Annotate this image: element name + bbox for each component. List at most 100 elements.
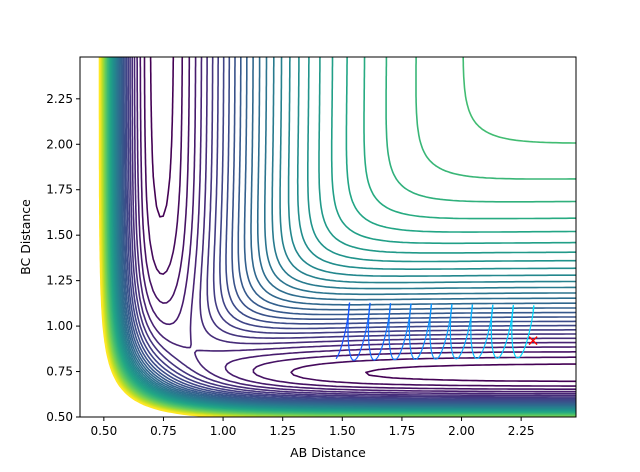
trajectory-segment xyxy=(512,315,513,318)
trajectory-segment xyxy=(450,318,451,322)
trajectory-segment xyxy=(411,349,412,352)
trajectory-segment xyxy=(388,318,389,322)
trajectory-segment xyxy=(492,345,493,348)
trajectory-segment xyxy=(530,325,531,329)
trajectory-segment xyxy=(452,348,453,351)
y-axis-label: BC Distance xyxy=(18,199,33,275)
trajectory-segment xyxy=(447,329,448,333)
trajectory-segment xyxy=(489,325,490,329)
trajectory-segment xyxy=(368,318,369,322)
trajectory-segment xyxy=(366,325,367,329)
trajectory-segment xyxy=(412,356,413,358)
trajectory-segment xyxy=(499,356,500,357)
trajectory-segment xyxy=(491,318,492,322)
trajectory-segment xyxy=(453,354,454,356)
trajectory-segment xyxy=(414,359,415,360)
trajectory-segment xyxy=(416,359,417,360)
trajectory-segment xyxy=(473,354,474,356)
trajectory-segment xyxy=(411,352,412,355)
trajectory-segment xyxy=(511,318,512,321)
trajectory-segment xyxy=(387,325,388,329)
trajectory-segment xyxy=(371,357,372,359)
trajectory-segment xyxy=(389,314,390,317)
trajectory-segment xyxy=(350,355,351,357)
x-tick-label: 1.75 xyxy=(389,424,416,438)
trajectory-segment xyxy=(454,357,455,358)
trajectory-segment xyxy=(491,315,492,318)
x-tick-label: 1.00 xyxy=(210,424,237,438)
trajectory-segment xyxy=(370,352,371,355)
trajectory-segment xyxy=(433,356,434,358)
x-tick-label: 1.50 xyxy=(329,424,356,438)
x-tick-label: 0.75 xyxy=(150,424,177,438)
trajectory-segment xyxy=(512,312,513,315)
trajectory-segment xyxy=(449,322,450,326)
trajectory-segment xyxy=(431,349,432,352)
trajectory-segment xyxy=(532,318,533,321)
trajectory-segment xyxy=(430,315,431,318)
trajectory-segment xyxy=(346,325,347,329)
trajectory-segment xyxy=(397,358,398,359)
y-tick-label: 0.50 xyxy=(46,410,73,424)
trajectory-segment xyxy=(469,322,470,326)
trajectory-segment xyxy=(468,329,469,333)
trajectory-segment xyxy=(475,358,476,359)
trajectory-segment xyxy=(368,314,369,317)
trajectory-segment xyxy=(373,360,374,361)
trajectory-segment xyxy=(372,358,373,359)
trajectory-segment xyxy=(391,354,392,356)
trajectory-segment xyxy=(473,351,474,354)
trajectory-segment xyxy=(390,349,391,352)
trajectory-segment xyxy=(479,357,480,358)
trajectory-segment xyxy=(458,357,459,358)
trajectory-segment xyxy=(353,360,354,361)
trajectory-segment xyxy=(350,352,351,355)
trajectory-segment xyxy=(452,351,453,354)
trajectory-segment xyxy=(438,357,439,358)
trajectory-segment xyxy=(510,325,511,329)
trajectory-segment xyxy=(455,358,456,359)
trajectory-segment xyxy=(413,358,414,359)
trajectory-segment xyxy=(370,349,371,352)
trajectory-segment xyxy=(518,357,519,358)
trajectory-segment xyxy=(494,355,495,357)
trajectory-segment xyxy=(375,359,376,360)
trajectory-segment xyxy=(407,325,408,329)
trajectory-segment xyxy=(388,321,389,325)
trajectory-segment xyxy=(493,351,494,353)
trajectory-segment xyxy=(493,348,494,351)
x-axis-label: AB Distance xyxy=(290,445,366,460)
trajectory-segment xyxy=(351,357,352,359)
x-tick-label: 2.00 xyxy=(448,424,475,438)
trajectory-segment xyxy=(417,358,418,359)
trajectory-segment xyxy=(495,357,496,358)
trajectory-segment xyxy=(498,358,499,359)
trajectory-segment xyxy=(347,318,348,322)
y-tick-label: 1.25 xyxy=(46,274,73,288)
trajectory-segment xyxy=(348,314,349,317)
trajectory-segment xyxy=(513,348,514,351)
trajectory-segment xyxy=(496,358,497,359)
trajectory-segment xyxy=(450,315,451,318)
trajectory-segment xyxy=(409,314,410,317)
trajectory-segment xyxy=(457,358,458,359)
trajectory-segment xyxy=(412,354,413,356)
trajectory-segment xyxy=(474,356,475,358)
trajectory-segment xyxy=(470,318,471,322)
trajectory-segment xyxy=(472,348,473,351)
trajectory-segment xyxy=(436,358,437,359)
trajectory-segment xyxy=(349,349,350,352)
trajectory-segment xyxy=(453,356,454,358)
trajectory-segment xyxy=(532,315,533,318)
trajectory-segment xyxy=(471,315,472,318)
trajectory-segment xyxy=(477,358,478,359)
trajectory-segment xyxy=(376,358,377,359)
trajectory-segment xyxy=(435,359,436,360)
trajectory-segment xyxy=(409,318,410,322)
trajectory-segment xyxy=(514,353,515,355)
y-tick-label: 0.75 xyxy=(46,365,73,379)
trajectory-segment xyxy=(395,359,396,360)
trajectory-segment xyxy=(494,353,495,355)
trajectory-segment xyxy=(394,359,395,360)
y-tick-label: 2.00 xyxy=(46,137,73,151)
